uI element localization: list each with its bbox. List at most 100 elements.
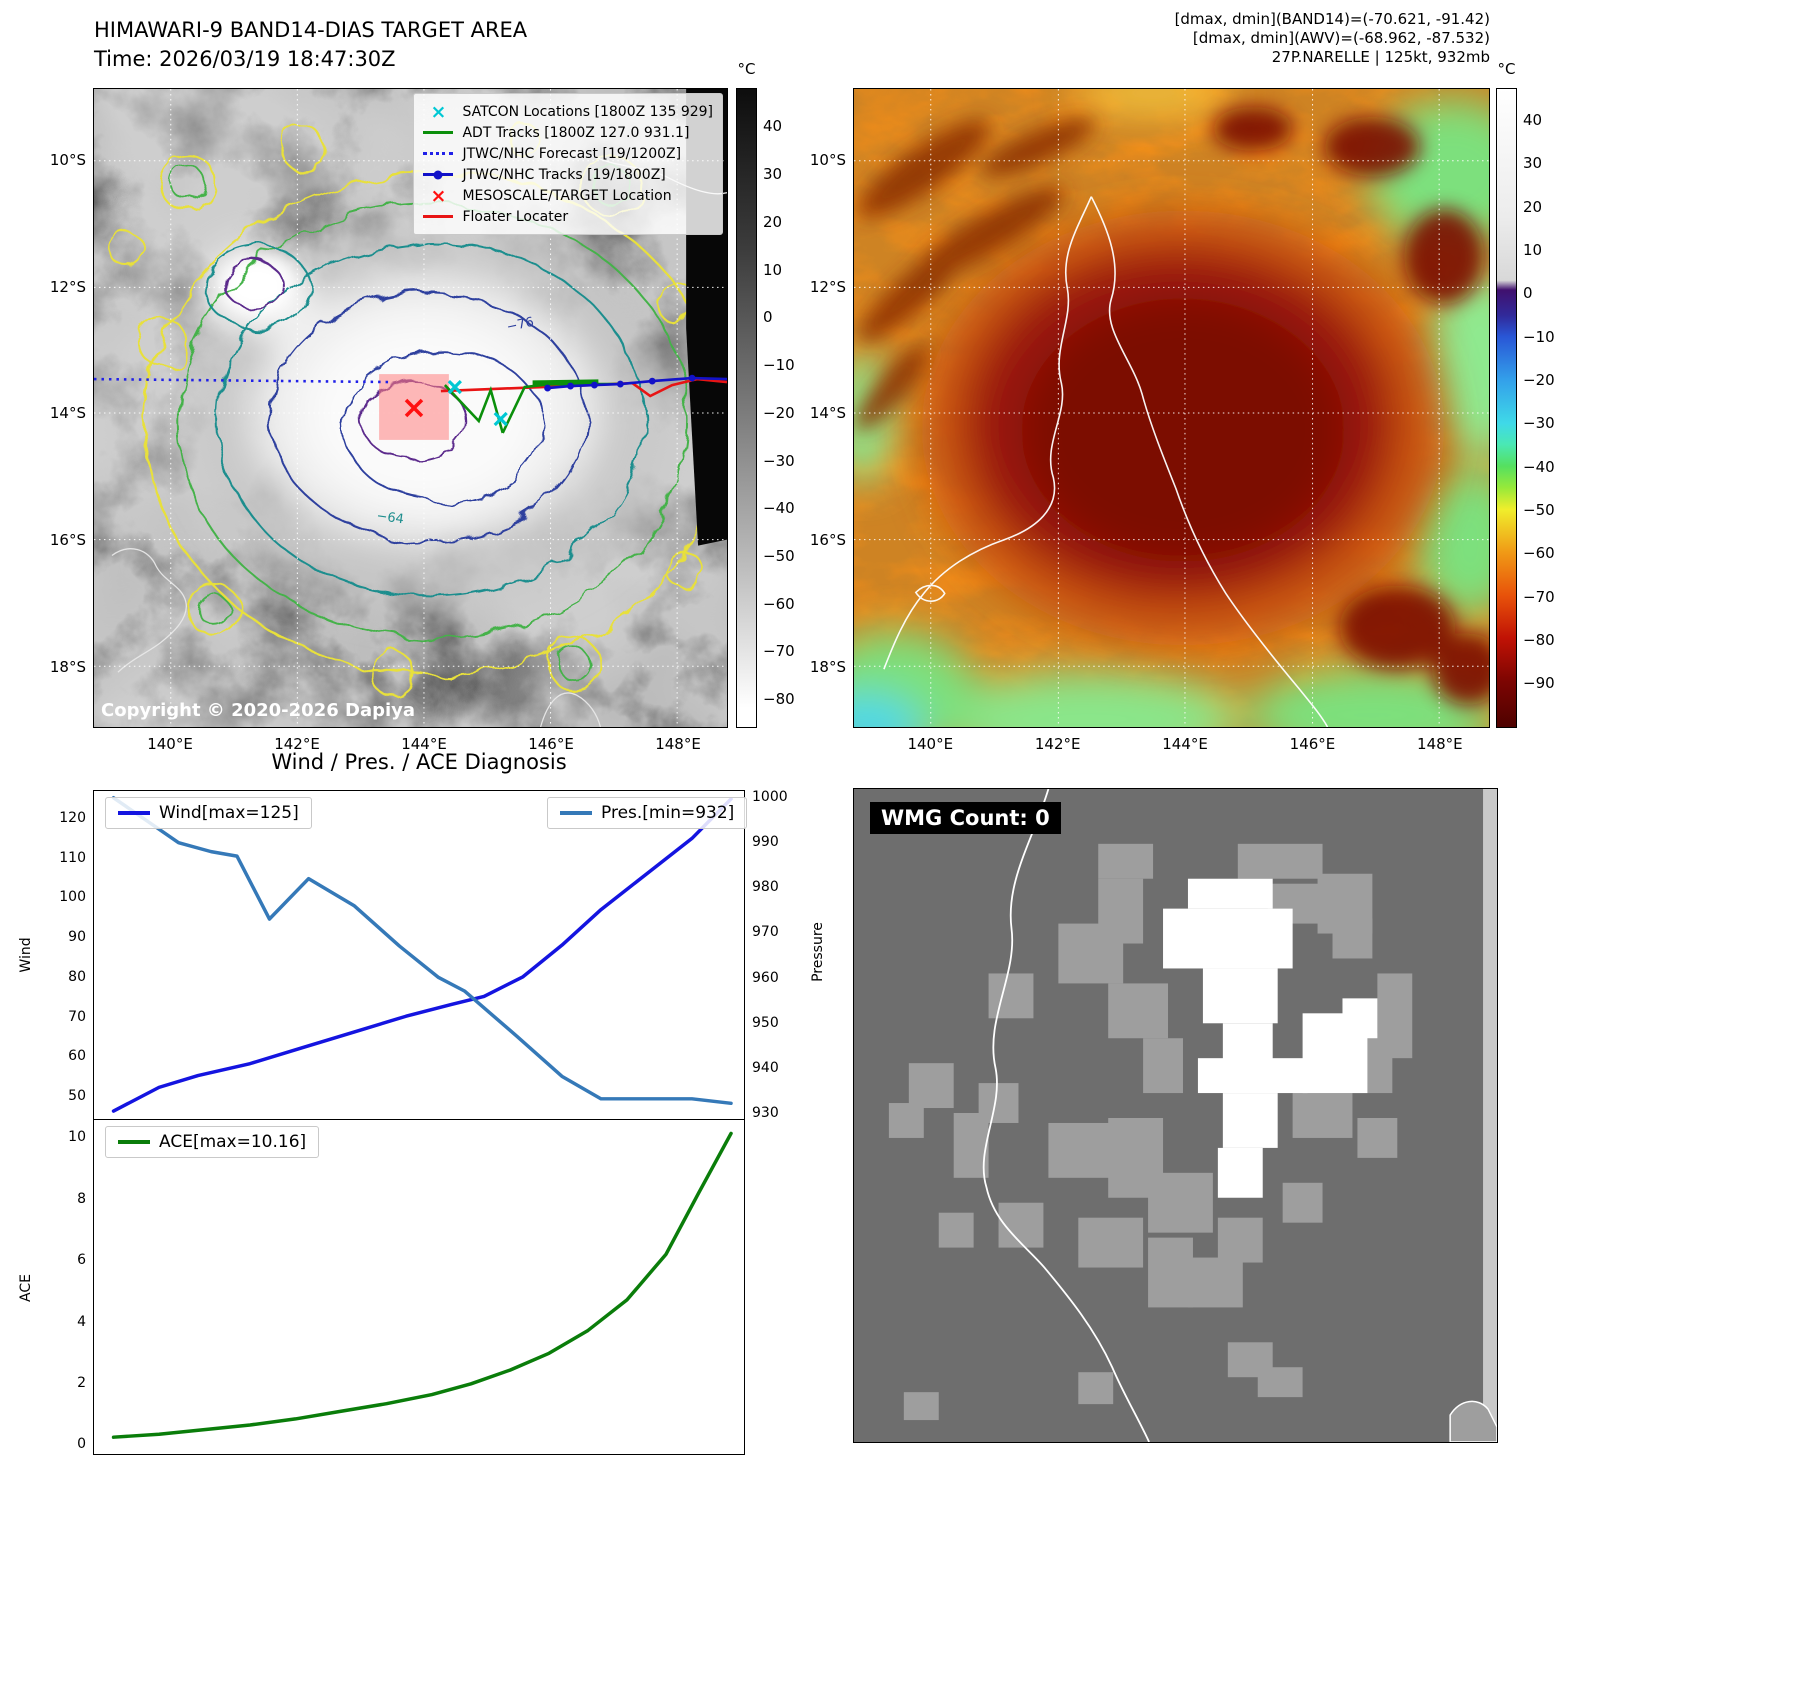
colorbar-tick-label: −40 <box>1523 457 1555 476</box>
tick-label: 1000 <box>752 788 788 805</box>
colorbar-tick-label: −20 <box>1523 370 1555 389</box>
colorbar-tick-label: −10 <box>1523 327 1555 346</box>
pres.-series-line <box>111 796 733 1106</box>
legend-item: JTWC/NHC Forecast [19/1200Z] <box>420 143 713 164</box>
band14-colorbar <box>736 88 757 728</box>
lon-tick-label: 148°E <box>655 735 701 753</box>
lat-tick-label: 18°S <box>49 658 86 676</box>
lat-tick-label: 16°S <box>49 531 86 550</box>
colorbar-tick-label: 0 <box>763 308 773 327</box>
colorbar-tick-label: 10 <box>763 260 783 279</box>
colorbar-tick-label: 0 <box>1523 284 1533 303</box>
colorbar-tick-label: 40 <box>1523 111 1543 129</box>
ace-series-line <box>111 1131 733 1439</box>
x-glyph: × <box>430 100 447 123</box>
colorbar-tick-label: −80 <box>763 690 795 709</box>
lat-tick-label: 10°S <box>809 151 846 169</box>
colorbar-tick-label: −60 <box>763 594 795 613</box>
awv-map-panel <box>853 88 1490 728</box>
line-with-dot-icon <box>420 167 456 183</box>
jtwc-track <box>544 374 727 392</box>
tick-label: 2 <box>77 1374 86 1391</box>
tick-label: 4 <box>77 1313 86 1330</box>
wind-line-icon <box>118 811 150 815</box>
colorbar-tick-label: 20 <box>763 212 783 231</box>
storm-core <box>921 210 1445 646</box>
wmg-gray-cells <box>888 843 1413 1421</box>
satcon-markers <box>447 379 508 427</box>
lat-tick-label: 12°S <box>809 277 846 296</box>
colorbar-tick-label: 20 <box>1523 197 1543 216</box>
gravity-wave-ridges <box>854 117 1096 432</box>
legend-item: × MESOSCALE/TARGET Location <box>420 185 713 206</box>
colorbar-tick-label: −10 <box>763 356 795 375</box>
latlon-grid <box>854 89 1489 727</box>
wind-left-axis: 50 60 70 80 90 100 110 120 <box>38 790 86 1120</box>
tick-label: 930 <box>752 1105 779 1122</box>
awv-lon-axis: 140°E 142°E 144°E 146°E 148°E <box>853 735 1490 755</box>
awv-satellite-image <box>854 89 1489 727</box>
line-glyph <box>423 215 454 218</box>
legend-label: SATCON Locations [1800Z 135 929] <box>462 103 713 120</box>
lon-tick-label: 144°E <box>401 735 447 753</box>
lat-tick-label: 10°S <box>49 151 86 169</box>
tick-label: 70 <box>68 1008 86 1025</box>
colorbar-tick-label: −30 <box>1523 414 1555 433</box>
lat-tick-label: 14°S <box>809 403 846 422</box>
ace-axis-label: ACE <box>18 1274 34 1302</box>
wmg-count-badge: WMG Count: 0 <box>870 802 1061 834</box>
colorbar-tick-label: −90 <box>1523 674 1555 693</box>
ace-line-icon <box>118 1140 150 1144</box>
lon-tick-label: 142°E <box>274 735 320 753</box>
ace-plot-area <box>111 1131 733 1439</box>
lon-tick-label: 146°E <box>528 735 574 753</box>
coastline <box>883 196 1329 727</box>
awv-info-band14-range: [dmax, dmin](BAND14)=(-70.621, -91.42) <box>1174 10 1490 28</box>
colorbar-tick-label: 10 <box>1523 240 1543 259</box>
lat-tick-label: 18°S <box>809 658 846 676</box>
solid-line-icon <box>420 125 456 141</box>
pressure-right-axis: 930 940 950 960 970 980 990 1000 <box>752 788 798 1122</box>
tick-label: 940 <box>752 1060 779 1076</box>
wmg-map-image <box>854 789 1497 1442</box>
dotted-line-glyph <box>423 152 454 155</box>
tick-label: 10 <box>68 1129 86 1146</box>
mesoscale-target-marker <box>404 398 424 418</box>
awv-info-block: [dmax, dmin](BAND14)=(-70.621, -91.42) [… <box>990 10 1490 67</box>
colorbar-tick-label: −50 <box>1523 500 1555 519</box>
ace-series-legend: ACE[max=10.16] <box>105 1126 320 1158</box>
tick-label: 90 <box>68 929 86 946</box>
tick-label: 120 <box>59 809 86 826</box>
ace-legend-label: ACE[max=10.16] <box>159 1132 307 1152</box>
adt-track <box>443 379 618 434</box>
band14-time: Time: 2026/03/19 18:47:30Z <box>94 47 396 71</box>
band14-map-panel: −76 −64 × SATCON Locations [1800Z 135 929… <box>93 88 728 728</box>
awv-colorbar-unit: °C <box>1497 60 1516 78</box>
dot-glyph <box>433 170 443 179</box>
colorbar-tick-label: 30 <box>1523 154 1543 173</box>
tick-label: 0 <box>77 1436 86 1453</box>
colorbar-tick-label: −30 <box>763 451 795 470</box>
legend-label: MESOSCALE/TARGET Location <box>462 187 672 204</box>
lat-tick-label: 16°S <box>809 531 846 550</box>
wmg-corner-island <box>1449 1400 1497 1442</box>
awv-colorbar-ticks: 40 30 20 10 0 −10 −20 −30 −40 −50 −60 −70 −80 −90 <box>1523 88 1568 728</box>
tick-label: 6 <box>77 1252 86 1269</box>
band14-lat-axis: 10°S 12°S 14°S 16°S 18°S <box>36 88 86 728</box>
band14-lon-axis: 140°E 142°E 144°E 146°E 148°E <box>93 735 728 755</box>
contour-label-inner: −76 <box>505 315 535 335</box>
lat-tick-label: 12°S <box>49 277 86 296</box>
lon-tick-label: 142°E <box>1034 735 1081 753</box>
wmg-background <box>854 789 1497 1442</box>
band14-title-block: HIMAWARI-9 BAND14-DIAS TARGET AREA Time:… <box>94 16 527 74</box>
colorbar-tick-label: −70 <box>1523 587 1555 606</box>
latlon-grid <box>94 89 727 727</box>
lon-tick-label: 146°E <box>1289 735 1336 753</box>
contour-label-outer: −64 <box>376 509 405 528</box>
storm-id-line: 27P.NARELLE | 125kt, 932mb <box>1271 48 1490 66</box>
tick-label: 50 <box>68 1088 86 1105</box>
wind-pressure-plot-area <box>111 796 733 1113</box>
solid-line-icon <box>420 209 456 225</box>
colorbar-tick-label: −60 <box>1523 544 1555 563</box>
